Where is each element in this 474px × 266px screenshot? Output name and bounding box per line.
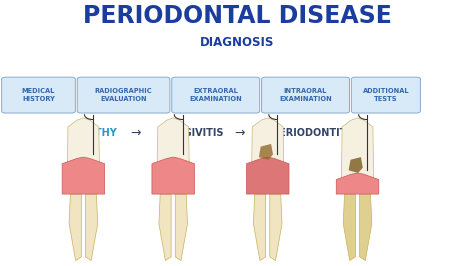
Text: PERIODONTAL DISEASE: PERIODONTAL DISEASE [82,4,392,28]
Text: PERIODONTITIS: PERIODONTITIS [273,128,357,138]
Polygon shape [175,194,188,261]
Polygon shape [259,144,273,160]
Text: EXTRAORAL
EXAMINATION: EXTRAORAL EXAMINATION [189,88,242,102]
Text: INTRAORAL
EXAMINATION: INTRAORAL EXAMINATION [279,88,332,102]
Polygon shape [69,194,82,261]
FancyBboxPatch shape [172,77,260,113]
Text: RADIOGRAPHIC
EVALUATION: RADIOGRAPHIC EVALUATION [95,88,152,102]
Text: HEALTHY: HEALTHY [68,128,117,138]
Text: →: → [130,127,141,140]
Text: DIAGNOSIS: DIAGNOSIS [200,36,274,49]
Text: MEDICAL
HISTORY: MEDICAL HISTORY [22,88,55,102]
Polygon shape [360,194,372,261]
Polygon shape [62,157,105,194]
Polygon shape [336,173,379,194]
Polygon shape [85,194,98,261]
Text: GINGIVITIS: GINGIVITIS [165,128,224,138]
FancyBboxPatch shape [262,77,349,113]
Polygon shape [270,194,282,261]
FancyBboxPatch shape [1,77,75,113]
Text: →: → [234,127,245,140]
Polygon shape [246,157,289,194]
Polygon shape [254,194,265,261]
Polygon shape [159,194,171,261]
Polygon shape [252,118,284,168]
Polygon shape [157,118,189,168]
Polygon shape [341,118,374,181]
Polygon shape [349,157,363,173]
Polygon shape [343,194,356,261]
Text: ADDITIONAL
TESTS: ADDITIONAL TESTS [363,88,409,102]
FancyBboxPatch shape [77,77,170,113]
Polygon shape [152,157,194,194]
Polygon shape [67,118,100,168]
FancyBboxPatch shape [351,77,420,113]
